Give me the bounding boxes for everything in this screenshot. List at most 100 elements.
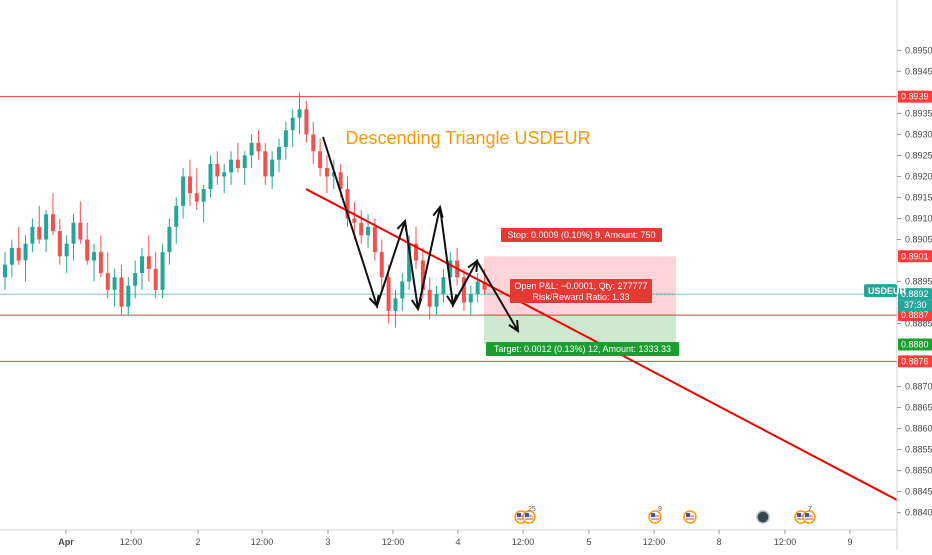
candle-down	[215, 163, 220, 177]
arrowhead	[467, 258, 479, 273]
candle-down	[352, 218, 357, 223]
price-tick-label: 0.8910	[905, 213, 932, 223]
candle-up	[23, 243, 28, 261]
zigzag-arrows	[322, 136, 520, 333]
candle-up	[242, 155, 247, 169]
arrowhead	[410, 298, 423, 312]
price-tick-label: 0.8850	[905, 466, 932, 476]
candles	[3, 92, 487, 328]
candle-up	[160, 252, 165, 290]
candle-up	[222, 172, 227, 177]
candle-down	[304, 109, 309, 135]
candle-up	[468, 294, 473, 303]
price-tick-label: 0.8915	[905, 192, 932, 202]
symbol-tag	[864, 284, 897, 298]
stop-label-text: Stop: 0.0009 (0.10%) 9, Amount: 750	[507, 230, 655, 240]
candle-down	[420, 260, 425, 290]
candle-up	[400, 281, 405, 299]
candle-up	[140, 256, 144, 274]
candle-up	[174, 205, 179, 227]
candle-up	[283, 130, 288, 148]
flag-canton	[651, 513, 655, 517]
time-tick-label: 12:00	[774, 537, 797, 547]
target-label-box	[486, 342, 679, 356]
candle-down	[78, 222, 83, 240]
arrowhead	[508, 319, 520, 333]
pnl-label-text: Open P&L: −0.0001, Qty: 277777	[514, 281, 647, 291]
candle-up	[277, 147, 281, 160]
zigzag-path	[322, 136, 519, 332]
candle-up	[181, 176, 186, 206]
support-price-tag	[898, 355, 932, 368]
candle-up	[270, 159, 275, 177]
time-tick-label: 5	[586, 537, 591, 547]
candle-up	[112, 277, 117, 290]
support-price-tag-label: 0.8876	[901, 356, 929, 366]
pnl-label-box	[510, 279, 652, 303]
time-tick-label: 8	[716, 537, 721, 547]
time-tick-label: 12:00	[251, 537, 274, 547]
candle-up	[366, 226, 371, 236]
price-axis[interactable]: 0.8950 0.8945 0.8935 0.8930 0.8925 0.8920 0.89…	[864, 0, 932, 550]
flag-canton	[686, 513, 690, 517]
flag-canton	[525, 513, 529, 517]
candle-down	[338, 172, 343, 190]
candle-down	[324, 168, 329, 177]
candle-up	[167, 226, 172, 253]
arrowhead	[368, 294, 380, 309]
price-tick-label: 0.8855	[905, 445, 932, 455]
entry-price-tag-label: 0.8887	[901, 310, 929, 320]
pnl-label-text: Risk/Reward Ratio: 1.33	[532, 292, 629, 302]
candle-down	[318, 151, 323, 169]
price-tick-label: 0.8895	[905, 277, 932, 287]
candle-up	[71, 222, 76, 244]
price-tick-label: 0.8845	[905, 487, 932, 497]
event-count: 9	[658, 506, 662, 513]
candle-down	[194, 193, 199, 202]
price-tick-label: 0.8945	[905, 66, 932, 76]
time-tick-label: 3	[325, 537, 330, 547]
stop-price-tag	[898, 250, 932, 263]
candle-down	[153, 268, 158, 290]
candle-up	[64, 243, 69, 257]
chart-title: Descending Triangle USDEUR	[345, 128, 590, 148]
horizontal-levels	[0, 96, 897, 362]
candle-up	[208, 163, 213, 190]
candle-up	[475, 281, 480, 295]
price-tick-label: 0.8930	[905, 129, 932, 139]
candle-down	[146, 256, 151, 269]
candle-down	[16, 247, 21, 261]
price-tick-label: 0.8925	[905, 150, 932, 160]
target-label-text: Target: 0.0012 (0.13%) 12, Amount: 1333.…	[494, 344, 671, 354]
candle-up	[407, 243, 412, 282]
candle-up	[229, 159, 234, 173]
candle-down	[461, 277, 466, 303]
candle-up	[201, 189, 206, 202]
flag-canton	[797, 513, 801, 517]
candle-down	[482, 281, 487, 290]
candle-down	[256, 142, 261, 152]
price-tick-label: 0.8920	[905, 171, 932, 181]
time-tick-label: Apr	[58, 537, 74, 547]
resistance-price-tag-label: 0.8939	[901, 92, 929, 102]
target-price-tag-label: 0.8880	[901, 340, 929, 350]
time-tick-label: 9	[847, 537, 852, 547]
candle-down	[386, 277, 391, 311]
price-tick-label: 0.8840	[905, 508, 932, 518]
candle-down	[57, 231, 62, 257]
price-tick-label: 0.8860	[905, 424, 932, 434]
price-tick-label: 0.8950	[905, 45, 932, 55]
candle-down	[311, 134, 316, 152]
resistance-price-tag	[898, 90, 932, 103]
current-price-tag-label: 0.8892	[901, 289, 929, 299]
target-zone	[484, 315, 676, 345]
candle-down	[359, 222, 364, 236]
world-icon[interactable]	[756, 510, 770, 524]
economic-events[interactable]: 25 9 7	[514, 506, 816, 524]
time-axis[interactable]: Apr 12:00 2 12:00 3 12:00 4 12:00 5 12:00 8 12:00 9	[0, 529, 897, 547]
target-price-tag	[898, 338, 932, 351]
candle-down	[50, 214, 55, 232]
candle-down	[105, 273, 110, 290]
